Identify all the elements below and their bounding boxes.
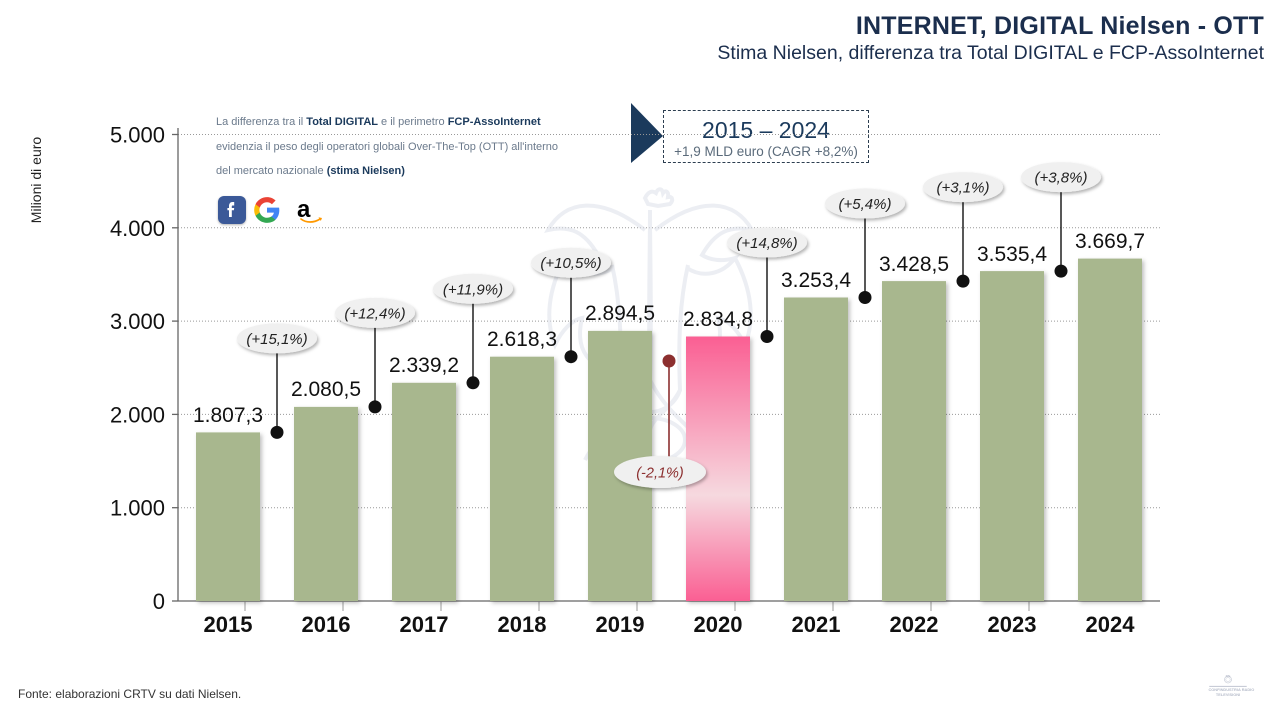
- svg-text:3.669,7: 3.669,7: [1075, 230, 1145, 253]
- svg-text:(+15,1%): (+15,1%): [246, 331, 307, 348]
- svg-text:2021: 2021: [792, 612, 841, 637]
- svg-text:2020: 2020: [694, 612, 743, 637]
- svg-text:(+3,1%): (+3,1%): [937, 180, 990, 197]
- svg-text:2015: 2015: [204, 612, 253, 637]
- svg-text:(+11,9%): (+11,9%): [443, 281, 503, 298]
- svg-text:3.428,5: 3.428,5: [879, 253, 949, 276]
- svg-text:2.618,3: 2.618,3: [487, 328, 557, 351]
- svg-text:1.807,3: 1.807,3: [193, 404, 263, 427]
- svg-text:(+5,4%): (+5,4%): [839, 196, 892, 213]
- svg-text:2.894,5: 2.894,5: [585, 302, 655, 325]
- svg-text:(-2,1%): (-2,1%): [636, 466, 684, 482]
- svg-text:2016: 2016: [302, 612, 351, 637]
- svg-text:0: 0: [153, 589, 165, 614]
- svg-text:(+14,8%): (+14,8%): [736, 235, 797, 252]
- svg-text:1.000: 1.000: [110, 496, 165, 521]
- svg-text:4.000: 4.000: [110, 216, 165, 241]
- svg-text:(+10,5%): (+10,5%): [540, 255, 601, 272]
- svg-text:2019: 2019: [596, 612, 645, 637]
- svg-text:2.834,8: 2.834,8: [683, 308, 753, 331]
- svg-text:2.080,5: 2.080,5: [291, 378, 361, 401]
- svg-text:2018: 2018: [498, 612, 547, 637]
- svg-text:2022: 2022: [890, 612, 939, 637]
- svg-text:2024: 2024: [1086, 612, 1136, 637]
- svg-text:2.000: 2.000: [110, 402, 165, 427]
- svg-text:3.535,4: 3.535,4: [977, 243, 1047, 266]
- svg-text:5.000: 5.000: [110, 123, 165, 148]
- svg-text:2023: 2023: [988, 612, 1037, 637]
- svg-text:3.000: 3.000: [110, 309, 165, 334]
- svg-text:(+3,8%): (+3,8%): [1035, 170, 1088, 187]
- svg-text:3.253,4: 3.253,4: [781, 269, 851, 292]
- svg-text:(+12,4%): (+12,4%): [344, 305, 405, 322]
- svg-text:2.339,2: 2.339,2: [389, 354, 459, 377]
- svg-text:2017: 2017: [400, 612, 449, 637]
